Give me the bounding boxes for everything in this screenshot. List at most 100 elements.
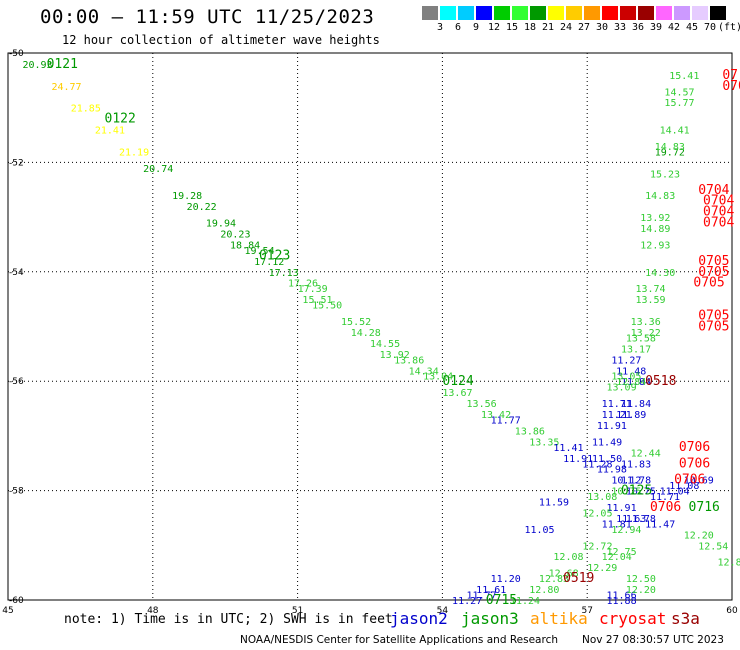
color-scale-label: 30 [595,22,609,33]
wave-height-label: 13.58 [626,333,656,344]
wave-height-label: 13.09 [607,383,637,394]
wave-height-label: 17.13 [269,268,299,279]
wave-height-label: 10.69 [684,476,714,487]
wave-height-label: 10.75 [611,487,641,498]
pass-time-label: 0704 [698,183,729,198]
wave-height-label: 12.20 [626,585,656,596]
wave-height-label: 11.77 [467,591,497,602]
wave-height-label: 11.61 [476,585,506,596]
wave-height-label: 13.74 [635,284,665,295]
wave-height-label: 12.04 [602,552,632,563]
y-tick-label: -56 [9,377,24,387]
wave-height-label: 19.72 [655,147,685,158]
pass-time-label: 0123 [259,248,290,263]
wave-height-label: 18.84 [230,240,260,251]
wave-height-label: 11.84 [621,399,651,410]
data-label-layer: 20.93 24.77 21.85 21.41 21.19 20.74 19.2820.22… [22,57,740,608]
wave-height-label: 15.51 [302,295,332,306]
wave-height-label: 12.68 [549,569,579,580]
legend-altika: altika [530,609,588,628]
y-tick-label: -50 [9,49,24,59]
color-swatch [674,6,690,20]
legend-cryosat: cryosat [599,609,667,628]
wave-height-label: 24.77 [51,82,81,93]
wave-height-label: 11.24 [510,596,540,607]
wave-height-label: 12.80 [529,585,559,596]
y-tick-label: -60 [9,596,24,606]
wave-height-label: 15.77 [664,98,694,109]
wave-height-label: 11.21 [602,410,632,421]
wave-height-label: 11.83 [621,459,651,470]
wave-height-label: 11.89 [616,410,646,421]
color-swatch [656,6,672,20]
wave-height-label: 11.49 [592,437,622,448]
color-scale-label: 45 [685,22,699,33]
color-scale-label: 3 [436,22,444,33]
wave-height-label: 14.30 [645,268,675,279]
plot-frame [7,52,733,601]
wave-height-label: 20.23 [220,230,250,241]
wave-height-label: 12.50 [626,574,656,585]
wave-height-label: 15.52 [341,317,371,328]
wave-height-label: 12.75 [607,547,637,558]
pass-time-label: 0124 [442,374,473,389]
wave-height-label: 11.47 [645,519,675,530]
wave-height-label: 11.41 [553,443,583,454]
color-scale-label: (ft) [718,22,740,33]
pass-time-label: 0706 [674,473,705,488]
wave-height-label: 11.66 [607,591,637,602]
wave-height-label: 14.28 [351,328,381,339]
wave-height-label: 14.57 [664,87,694,98]
chart-title: 00:00 – 11:59 UTC 11/25/2023 [40,6,375,28]
wave-height-label: 13.22 [631,328,661,339]
color-swatch [476,6,492,20]
wave-height-label: 11.91 [607,503,637,514]
pass-time-label: 0716 [689,500,720,515]
wave-height-label: 21.41 [95,126,125,137]
color-scale-label: 24 [559,22,573,33]
wave-height-label: 11.91 [597,421,627,432]
pass-time-label: 0705 [698,265,729,280]
y-tick-label: -52 [9,158,24,168]
pass-time-label: 0715 [486,593,517,608]
pass-time-label: 0705 [698,254,729,269]
wave-height-label: 11.05 [524,525,554,536]
color-swatch [710,6,726,20]
wave-height-label: 19.94 [206,219,236,230]
x-tick-label: 51 [292,606,303,616]
color-swatch [566,6,582,20]
legend-s3a: s3a [671,609,700,628]
y-tick-label: -54 [9,268,24,278]
creation-date: Nov 27 08:30:57 UTC 2023 [582,634,724,646]
legend-jason3: jason3 [461,609,519,628]
wave-height-label: 12.83 [539,574,569,585]
color-swatch [422,6,438,20]
wave-height-label: 13.35 [529,437,559,448]
wave-height-label: 11.04 [660,487,690,498]
wave-height-label: 13.42 [481,410,511,421]
wave-height-label: 20.22 [187,202,217,213]
wave-height-label: 14.83 [645,191,675,202]
color-swatch [602,6,618,20]
wave-height-label: 11.27 [611,355,641,366]
wave-height-label: 13.86 [515,426,545,437]
pass-time-label: 0706 [650,500,681,515]
wave-height-label: 11.88 [607,596,637,607]
pass-time-label: 0122 [105,112,136,127]
color-swatch [512,6,528,20]
wave-height-label: 11.59 [539,498,569,509]
wave-height-label: 13.05 [611,372,641,383]
wave-height-label: 15.50 [312,301,342,312]
color-scale-label: 36 [631,22,645,33]
wave-height-label: 21.85 [71,104,101,115]
pass-time-label: 0704 [703,194,734,209]
wave-height-label: 12.94 [611,525,641,536]
color-scale-label: 70 [703,22,717,33]
pass-time-label: 0705 [698,309,729,324]
pass-time-label: 0706 [679,440,710,455]
x-tick-label: 57 [581,606,592,616]
color-scale-label: 42 [667,22,681,33]
wave-height-label: 12.93 [640,240,670,251]
grid-layer [7,52,733,601]
wave-height-label: 11.98 [597,465,627,476]
